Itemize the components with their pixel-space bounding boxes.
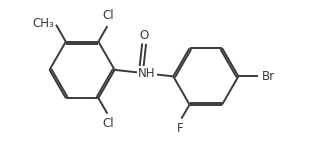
Text: NH: NH [138, 67, 156, 80]
Text: F: F [177, 122, 183, 135]
Text: Cl: Cl [102, 117, 114, 130]
Text: O: O [140, 29, 149, 42]
Text: Br: Br [262, 70, 275, 83]
Text: Cl: Cl [102, 9, 114, 22]
Text: CH₃: CH₃ [33, 17, 54, 30]
